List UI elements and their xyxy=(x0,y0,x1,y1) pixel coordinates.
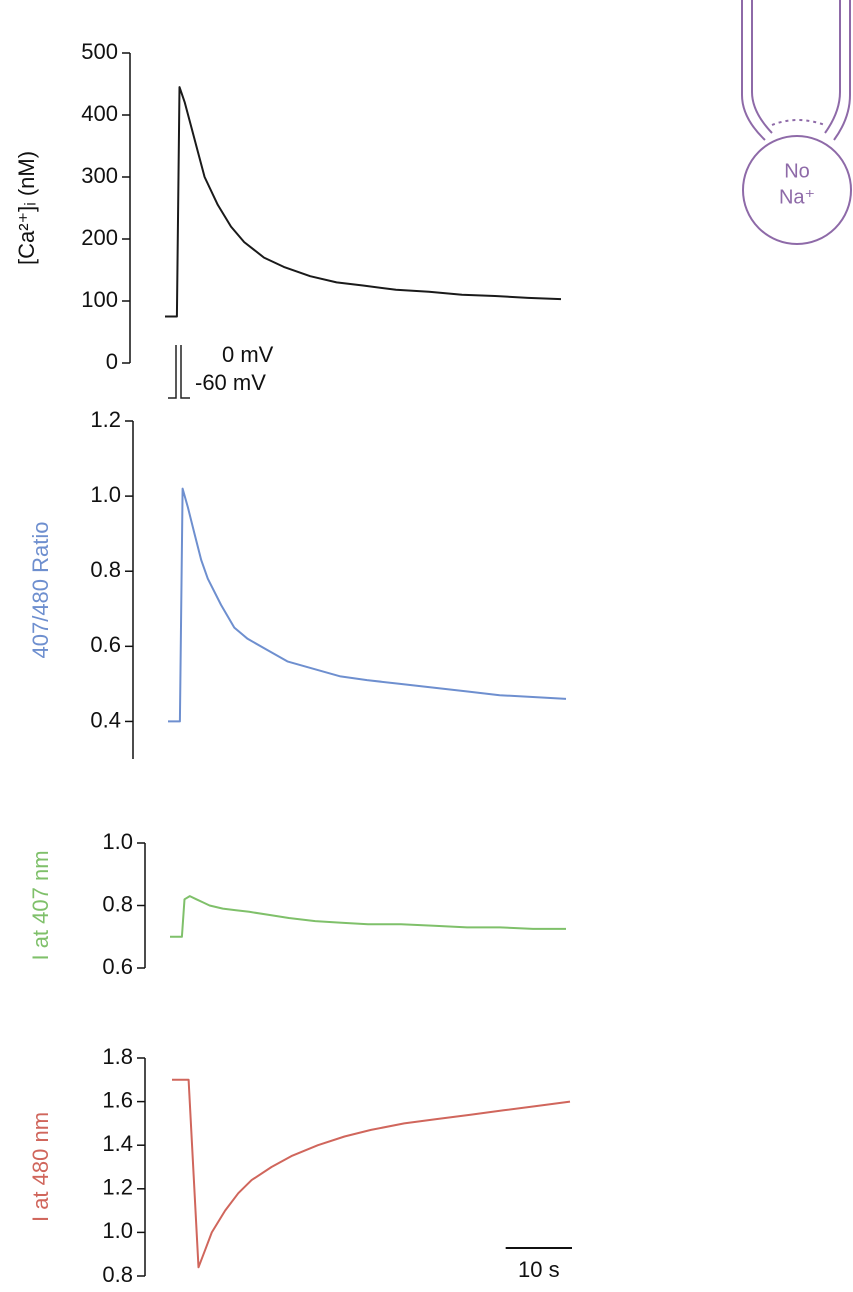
pipette-wall xyxy=(824,0,841,134)
trace xyxy=(172,1078,571,1269)
diagram-label: No xyxy=(784,160,810,182)
y-tick-label: 0.8 xyxy=(90,557,121,582)
y-tick-label: 1.2 xyxy=(102,1175,133,1200)
y-tick-label: 0.6 xyxy=(102,954,133,979)
annotation: 0 mV xyxy=(222,342,274,367)
voltage-step xyxy=(168,345,177,399)
y-tick-label: 1.4 xyxy=(102,1131,133,1156)
y-tick-label: 100 xyxy=(81,287,118,312)
y-axis-label: I at 407 nm xyxy=(28,850,53,960)
y-tick-label: 300 xyxy=(81,163,118,188)
y-tick-label: 1.2 xyxy=(90,407,121,432)
y-tick-label: 0.4 xyxy=(90,707,121,732)
membrane-patch xyxy=(771,119,826,126)
pipette-wall xyxy=(833,0,851,141)
cell xyxy=(742,135,852,245)
trace xyxy=(170,895,566,938)
y-tick-label: 400 xyxy=(81,101,118,126)
y-tick-label: 200 xyxy=(81,225,118,250)
voltage-protocol xyxy=(168,345,190,399)
y-tick-label: 500 xyxy=(81,39,118,64)
trace xyxy=(168,487,567,723)
y-tick-label: 1.0 xyxy=(90,482,121,507)
y-tick-label: 0.8 xyxy=(102,1262,133,1287)
trace xyxy=(165,86,562,318)
y-tick-label: 0.6 xyxy=(90,632,121,657)
voltage-step xyxy=(180,345,190,399)
y-tick-label: 0 xyxy=(106,349,118,374)
y-tick-label: 1.6 xyxy=(102,1087,133,1112)
y-tick-label: 1.0 xyxy=(102,829,133,854)
scale-bar-label: 10 s xyxy=(518,1257,560,1282)
pipette-wall xyxy=(751,0,773,134)
y-tick-label: 1.8 xyxy=(102,1044,133,1069)
diagram-label: Na⁺ xyxy=(779,186,815,208)
pipette-diagram xyxy=(741,0,852,245)
y-axis-label: [Ca²⁺]ᵢ (nM) xyxy=(14,151,39,265)
y-tick-label: 0.8 xyxy=(102,891,133,916)
y-tick-label: 1.0 xyxy=(102,1218,133,1243)
pipette-wall xyxy=(741,0,766,141)
y-axis-label: 407/480 Ratio xyxy=(28,522,53,659)
annotation: -60 mV xyxy=(195,370,266,395)
y-axis-label: I at 480 nm xyxy=(28,1112,53,1222)
